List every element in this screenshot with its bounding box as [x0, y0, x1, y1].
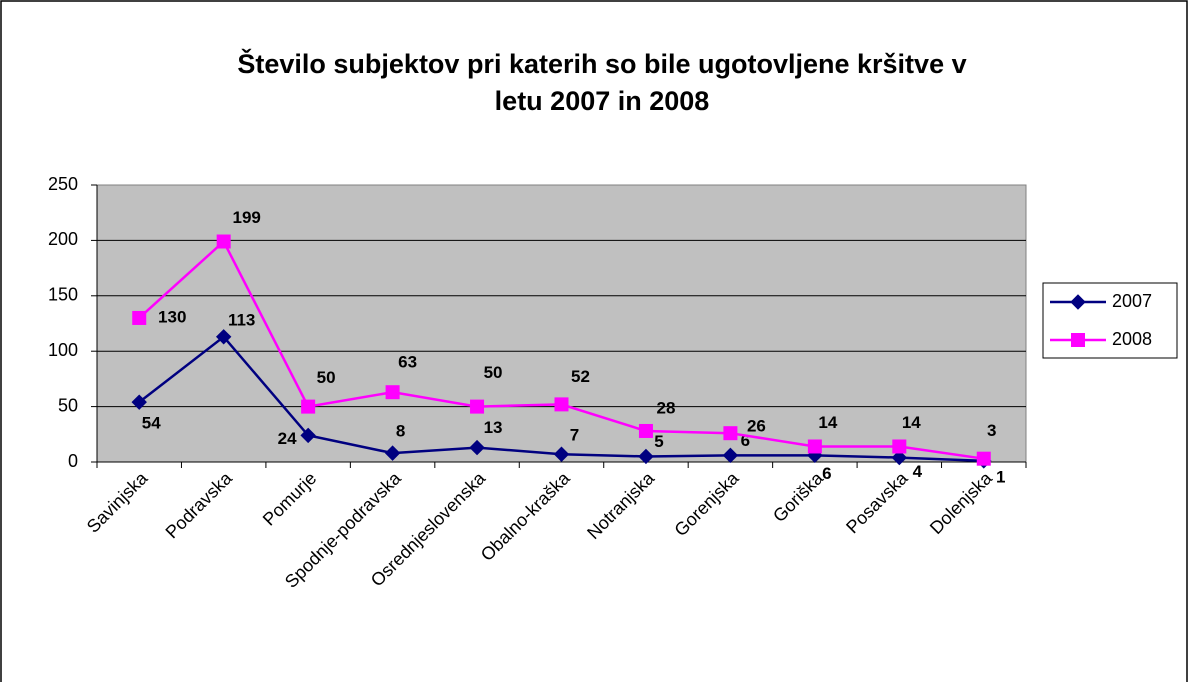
data-label: 50 — [484, 363, 503, 382]
data-label: 8 — [396, 422, 405, 441]
y-tick-label: 50 — [58, 395, 78, 415]
data-point — [892, 439, 907, 454]
data-label: 50 — [317, 368, 336, 387]
data-point — [638, 448, 654, 465]
y-tick-label: 200 — [48, 229, 78, 249]
data-point — [215, 329, 232, 345]
data-point — [384, 445, 401, 461]
data-label: 199 — [232, 208, 260, 227]
data-label: 4 — [913, 462, 923, 481]
data-point — [301, 399, 316, 414]
plot-area — [96, 184, 1027, 463]
legend-label: 2007 — [1112, 291, 1152, 311]
data-label: 5 — [654, 432, 663, 451]
data-point — [385, 385, 400, 400]
data-label: 54 — [142, 414, 161, 433]
legend-marker — [1071, 333, 1085, 347]
data-label: 14 — [818, 413, 837, 432]
data-label: 6 — [822, 464, 831, 483]
data-point — [300, 427, 316, 444]
data-label: 63 — [398, 353, 417, 372]
data-point — [216, 234, 231, 249]
data-point — [470, 399, 485, 414]
data-label: 1 — [996, 467, 1005, 486]
data-point — [722, 447, 739, 464]
y-tick-label: 100 — [48, 340, 78, 360]
data-point — [132, 310, 147, 325]
data-point — [723, 426, 738, 441]
data-label: 113 — [228, 310, 255, 329]
data-label: 28 — [656, 398, 675, 417]
y-tick-label: 0 — [68, 451, 78, 471]
data-point — [554, 397, 569, 412]
data-point — [891, 449, 908, 466]
chart-title: Število subjektov pri katerih so bile ug… — [237, 48, 966, 79]
data-label: 52 — [571, 367, 590, 386]
data-label: 6 — [741, 431, 750, 450]
legend — [1042, 282, 1178, 359]
data-label: 13 — [484, 418, 503, 437]
data-point — [553, 446, 570, 462]
legend-marker — [1070, 294, 1086, 310]
y-tick-label: 250 — [48, 174, 78, 194]
data-point — [976, 451, 991, 466]
data-label: 7 — [570, 426, 579, 445]
data-point — [469, 439, 485, 456]
chart-title: letu 2007 in 2008 — [495, 86, 710, 116]
data-point — [638, 423, 653, 438]
data-label: 14 — [902, 413, 921, 432]
data-point — [131, 394, 147, 410]
data-label: 3 — [987, 421, 996, 440]
y-tick-label: 150 — [48, 285, 78, 305]
data-label: 24 — [278, 429, 297, 448]
data-label: 26 — [747, 417, 766, 436]
data-point — [807, 439, 822, 454]
legend-label: 2008 — [1112, 329, 1152, 349]
data-label: 130 — [158, 307, 186, 326]
